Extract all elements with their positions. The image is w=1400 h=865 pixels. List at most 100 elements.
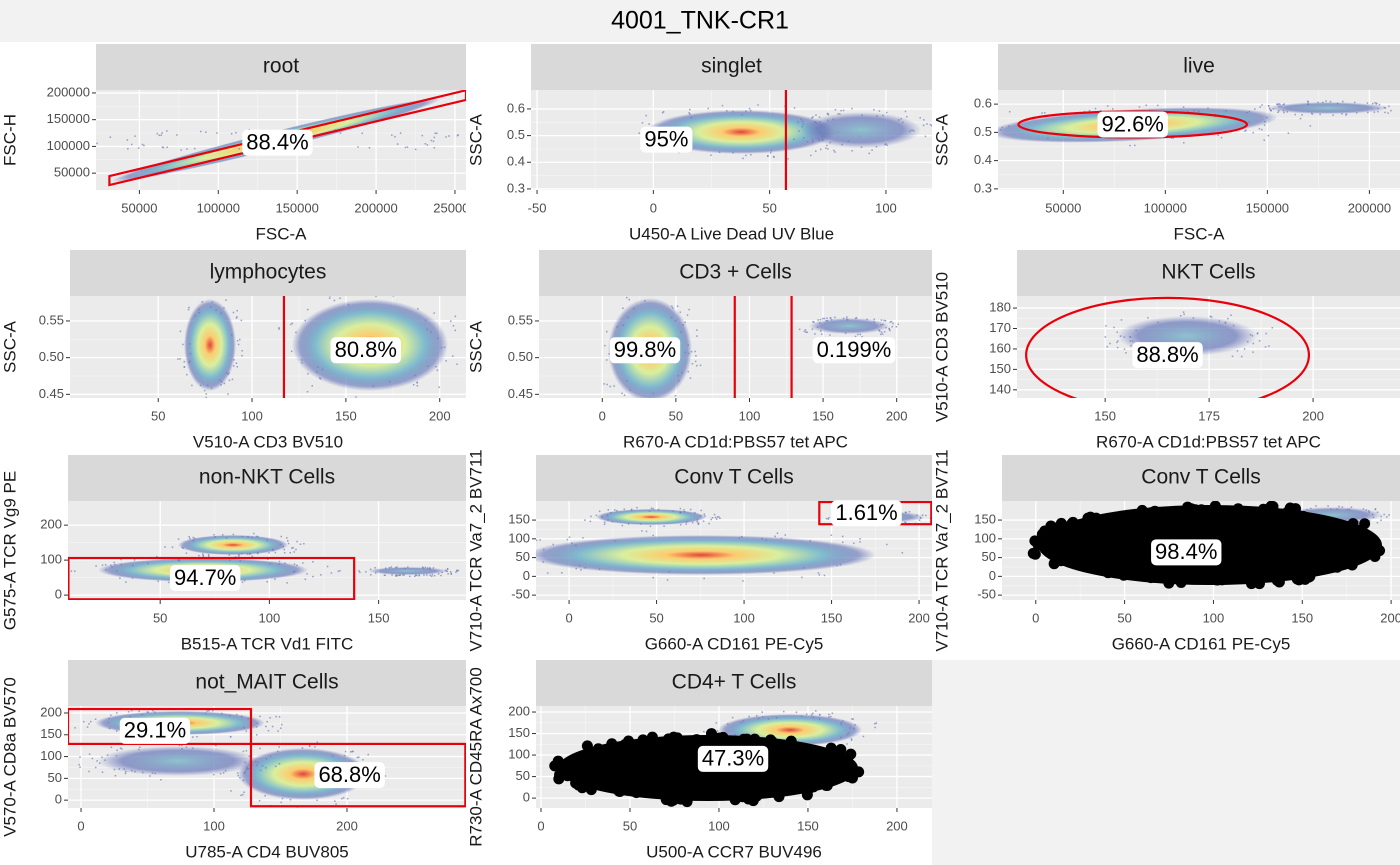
event-dot bbox=[834, 108, 837, 111]
event-dot bbox=[676, 305, 679, 307]
event-dot bbox=[130, 709, 133, 712]
event-dot bbox=[208, 709, 210, 712]
x-tick-label: 100 bbox=[708, 818, 730, 833]
event-dot bbox=[1309, 125, 1312, 127]
event-dot bbox=[88, 770, 90, 773]
event-dot bbox=[670, 316, 673, 319]
overlay-event bbox=[765, 737, 777, 749]
event-dot bbox=[603, 523, 606, 526]
x-tick-label: 50000 bbox=[1045, 200, 1081, 215]
event-dot bbox=[219, 772, 222, 775]
event-dot bbox=[445, 136, 447, 138]
event-dot bbox=[848, 732, 850, 734]
event-dot bbox=[199, 384, 202, 387]
event-dot bbox=[1299, 117, 1302, 120]
overlay-event bbox=[1175, 576, 1187, 588]
event-dot bbox=[860, 146, 863, 148]
event-dot bbox=[803, 567, 805, 569]
annotation: 92.6% bbox=[1101, 111, 1163, 136]
event-dot bbox=[1258, 127, 1261, 130]
event-dot bbox=[1008, 125, 1010, 127]
event-dot bbox=[606, 383, 608, 386]
event-dot bbox=[827, 119, 829, 122]
event-dot bbox=[829, 317, 832, 319]
event-dot bbox=[770, 149, 772, 152]
event-dot bbox=[1246, 111, 1248, 114]
overlay-event bbox=[1163, 577, 1175, 589]
event-dot bbox=[249, 553, 252, 555]
event-dot bbox=[691, 521, 694, 524]
event-dot bbox=[290, 323, 292, 326]
event-dot bbox=[629, 389, 631, 392]
y-tick-label: 200 bbox=[40, 517, 62, 532]
event-dot bbox=[886, 144, 888, 146]
event-dot bbox=[683, 509, 685, 511]
event-dot bbox=[209, 306, 212, 308]
event-dot bbox=[962, 129, 964, 131]
event-dot bbox=[403, 574, 405, 576]
event-dot bbox=[875, 722, 878, 724]
strip-bg bbox=[998, 44, 1400, 90]
event-dot bbox=[995, 121, 997, 123]
event-dot bbox=[334, 800, 336, 802]
event-dot bbox=[1277, 103, 1279, 106]
event-dot bbox=[248, 553, 251, 555]
event-dot bbox=[228, 559, 231, 562]
event-dot bbox=[253, 532, 255, 535]
x-tick-label: 200 bbox=[886, 408, 908, 423]
panel: live 50000 100000 150000 200000 0.3 0.4 0.5 0.6 F… bbox=[962, 44, 1400, 243]
event-dot bbox=[873, 321, 875, 323]
event-dot bbox=[795, 711, 798, 714]
event-dot bbox=[716, 730, 719, 732]
event-dot bbox=[256, 722, 259, 725]
event-dot bbox=[584, 567, 587, 569]
x-tick-label: 200000 bbox=[354, 200, 397, 215]
event-dot bbox=[1258, 340, 1261, 342]
event-dot bbox=[761, 537, 763, 540]
event-dot bbox=[1244, 130, 1246, 132]
event-dot bbox=[645, 404, 647, 406]
event-dot bbox=[851, 718, 853, 720]
event-dot bbox=[916, 514, 918, 517]
event-dot bbox=[859, 333, 862, 336]
y-axis-title: SSC-A bbox=[932, 113, 951, 166]
event-dot bbox=[211, 301, 214, 303]
y-tick-label: 0.4 bbox=[974, 152, 992, 167]
event-dot bbox=[283, 552, 286, 554]
event-dot bbox=[404, 567, 406, 570]
event-dot bbox=[850, 738, 853, 740]
event-dot bbox=[278, 746, 280, 748]
event-dot bbox=[457, 134, 459, 136]
event-dot bbox=[1218, 320, 1221, 322]
event-dot bbox=[814, 333, 816, 335]
overlay-event bbox=[581, 740, 593, 752]
y-axis-title: FSC-H bbox=[0, 114, 19, 166]
y-tick-label: 0.50 bbox=[508, 349, 533, 364]
event-dot bbox=[1283, 111, 1285, 114]
event-dot bbox=[1315, 505, 1317, 507]
event-dot bbox=[227, 373, 229, 376]
event-dot bbox=[186, 148, 188, 150]
event-dot bbox=[231, 378, 234, 381]
event-dot bbox=[715, 722, 718, 724]
event-dot bbox=[904, 511, 907, 514]
event-dot bbox=[1263, 124, 1266, 126]
event-dot bbox=[202, 554, 205, 557]
y-tick-label: 50000 bbox=[54, 165, 90, 180]
x-tick-label: 200 bbox=[429, 408, 451, 423]
event-dot bbox=[703, 730, 705, 733]
event-dot bbox=[1186, 110, 1189, 113]
event-dot bbox=[820, 148, 822, 151]
event-dot bbox=[333, 299, 336, 302]
event-dot bbox=[1380, 519, 1382, 522]
event-dot bbox=[883, 319, 885, 322]
event-dot bbox=[258, 799, 261, 802]
event-dot bbox=[212, 709, 214, 712]
event-dot bbox=[395, 574, 397, 577]
overlay-event bbox=[1248, 573, 1260, 585]
event-dot bbox=[621, 524, 624, 527]
event-dot bbox=[825, 320, 827, 322]
y-tick-label: 0 bbox=[989, 568, 996, 583]
event-dot bbox=[561, 572, 563, 574]
event-dot bbox=[350, 751, 352, 753]
